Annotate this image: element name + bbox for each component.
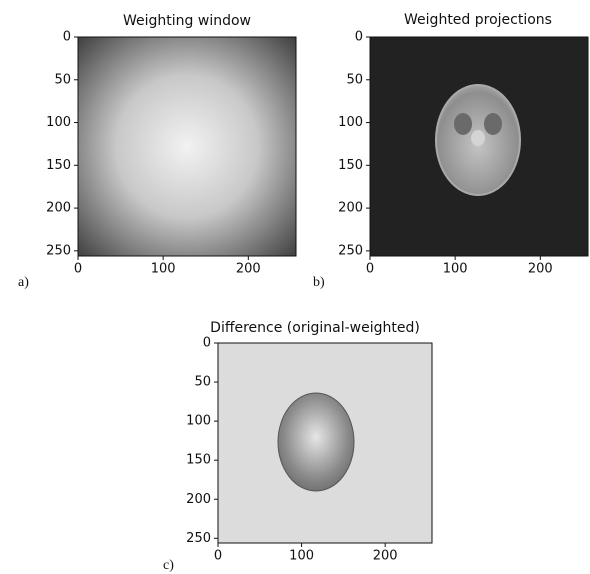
panel-label: b) <box>313 275 325 290</box>
y-tick-label: 100 <box>46 115 71 130</box>
y-tick-label: 200 <box>338 201 363 216</box>
y-tick-label: 0 <box>355 30 363 45</box>
x-tick-label: 200 <box>373 549 398 564</box>
y-tick-label: 50 <box>346 72 363 87</box>
y-tick-label: 100 <box>338 115 363 130</box>
y-tick-label: 150 <box>46 158 71 173</box>
x-tick-label: 0 <box>214 549 222 564</box>
y-tick-label: 250 <box>338 243 363 258</box>
x-tick-label: 200 <box>528 262 553 277</box>
x-tick-label: 200 <box>236 262 261 277</box>
y-tick-label: 100 <box>186 414 211 429</box>
chart-title: Weighting window <box>123 13 251 29</box>
y-tick-label: 50 <box>194 375 211 390</box>
y-tick-label: 250 <box>46 243 71 258</box>
image-a <box>78 37 296 256</box>
chart-title: Difference (original-weighted) <box>210 320 420 336</box>
x-tick-label: 0 <box>366 262 374 277</box>
x-tick-label: 0 <box>74 262 82 277</box>
x-tick-label: 100 <box>289 549 314 564</box>
x-tick-label: 100 <box>443 262 468 277</box>
panel-label: a) <box>18 275 29 290</box>
y-tick-label: 250 <box>186 531 211 546</box>
y-tick-label: 150 <box>186 453 211 468</box>
y-tick-label: 50 <box>54 72 71 87</box>
y-tick-label: 0 <box>203 336 211 351</box>
y-tick-label: 200 <box>46 201 71 216</box>
y-tick-label: 150 <box>338 158 363 173</box>
y-tick-label: 200 <box>186 492 211 507</box>
x-tick-label: 100 <box>151 262 176 277</box>
panel-label: c) <box>163 558 174 573</box>
figure: Weighting window a) 0 100 200 0 50 100 150 200 250… <box>0 0 590 574</box>
image-c <box>218 343 432 543</box>
image-b <box>370 37 588 256</box>
chart-title: Weighted projections <box>404 12 552 28</box>
y-tick-label: 0 <box>63 30 71 45</box>
